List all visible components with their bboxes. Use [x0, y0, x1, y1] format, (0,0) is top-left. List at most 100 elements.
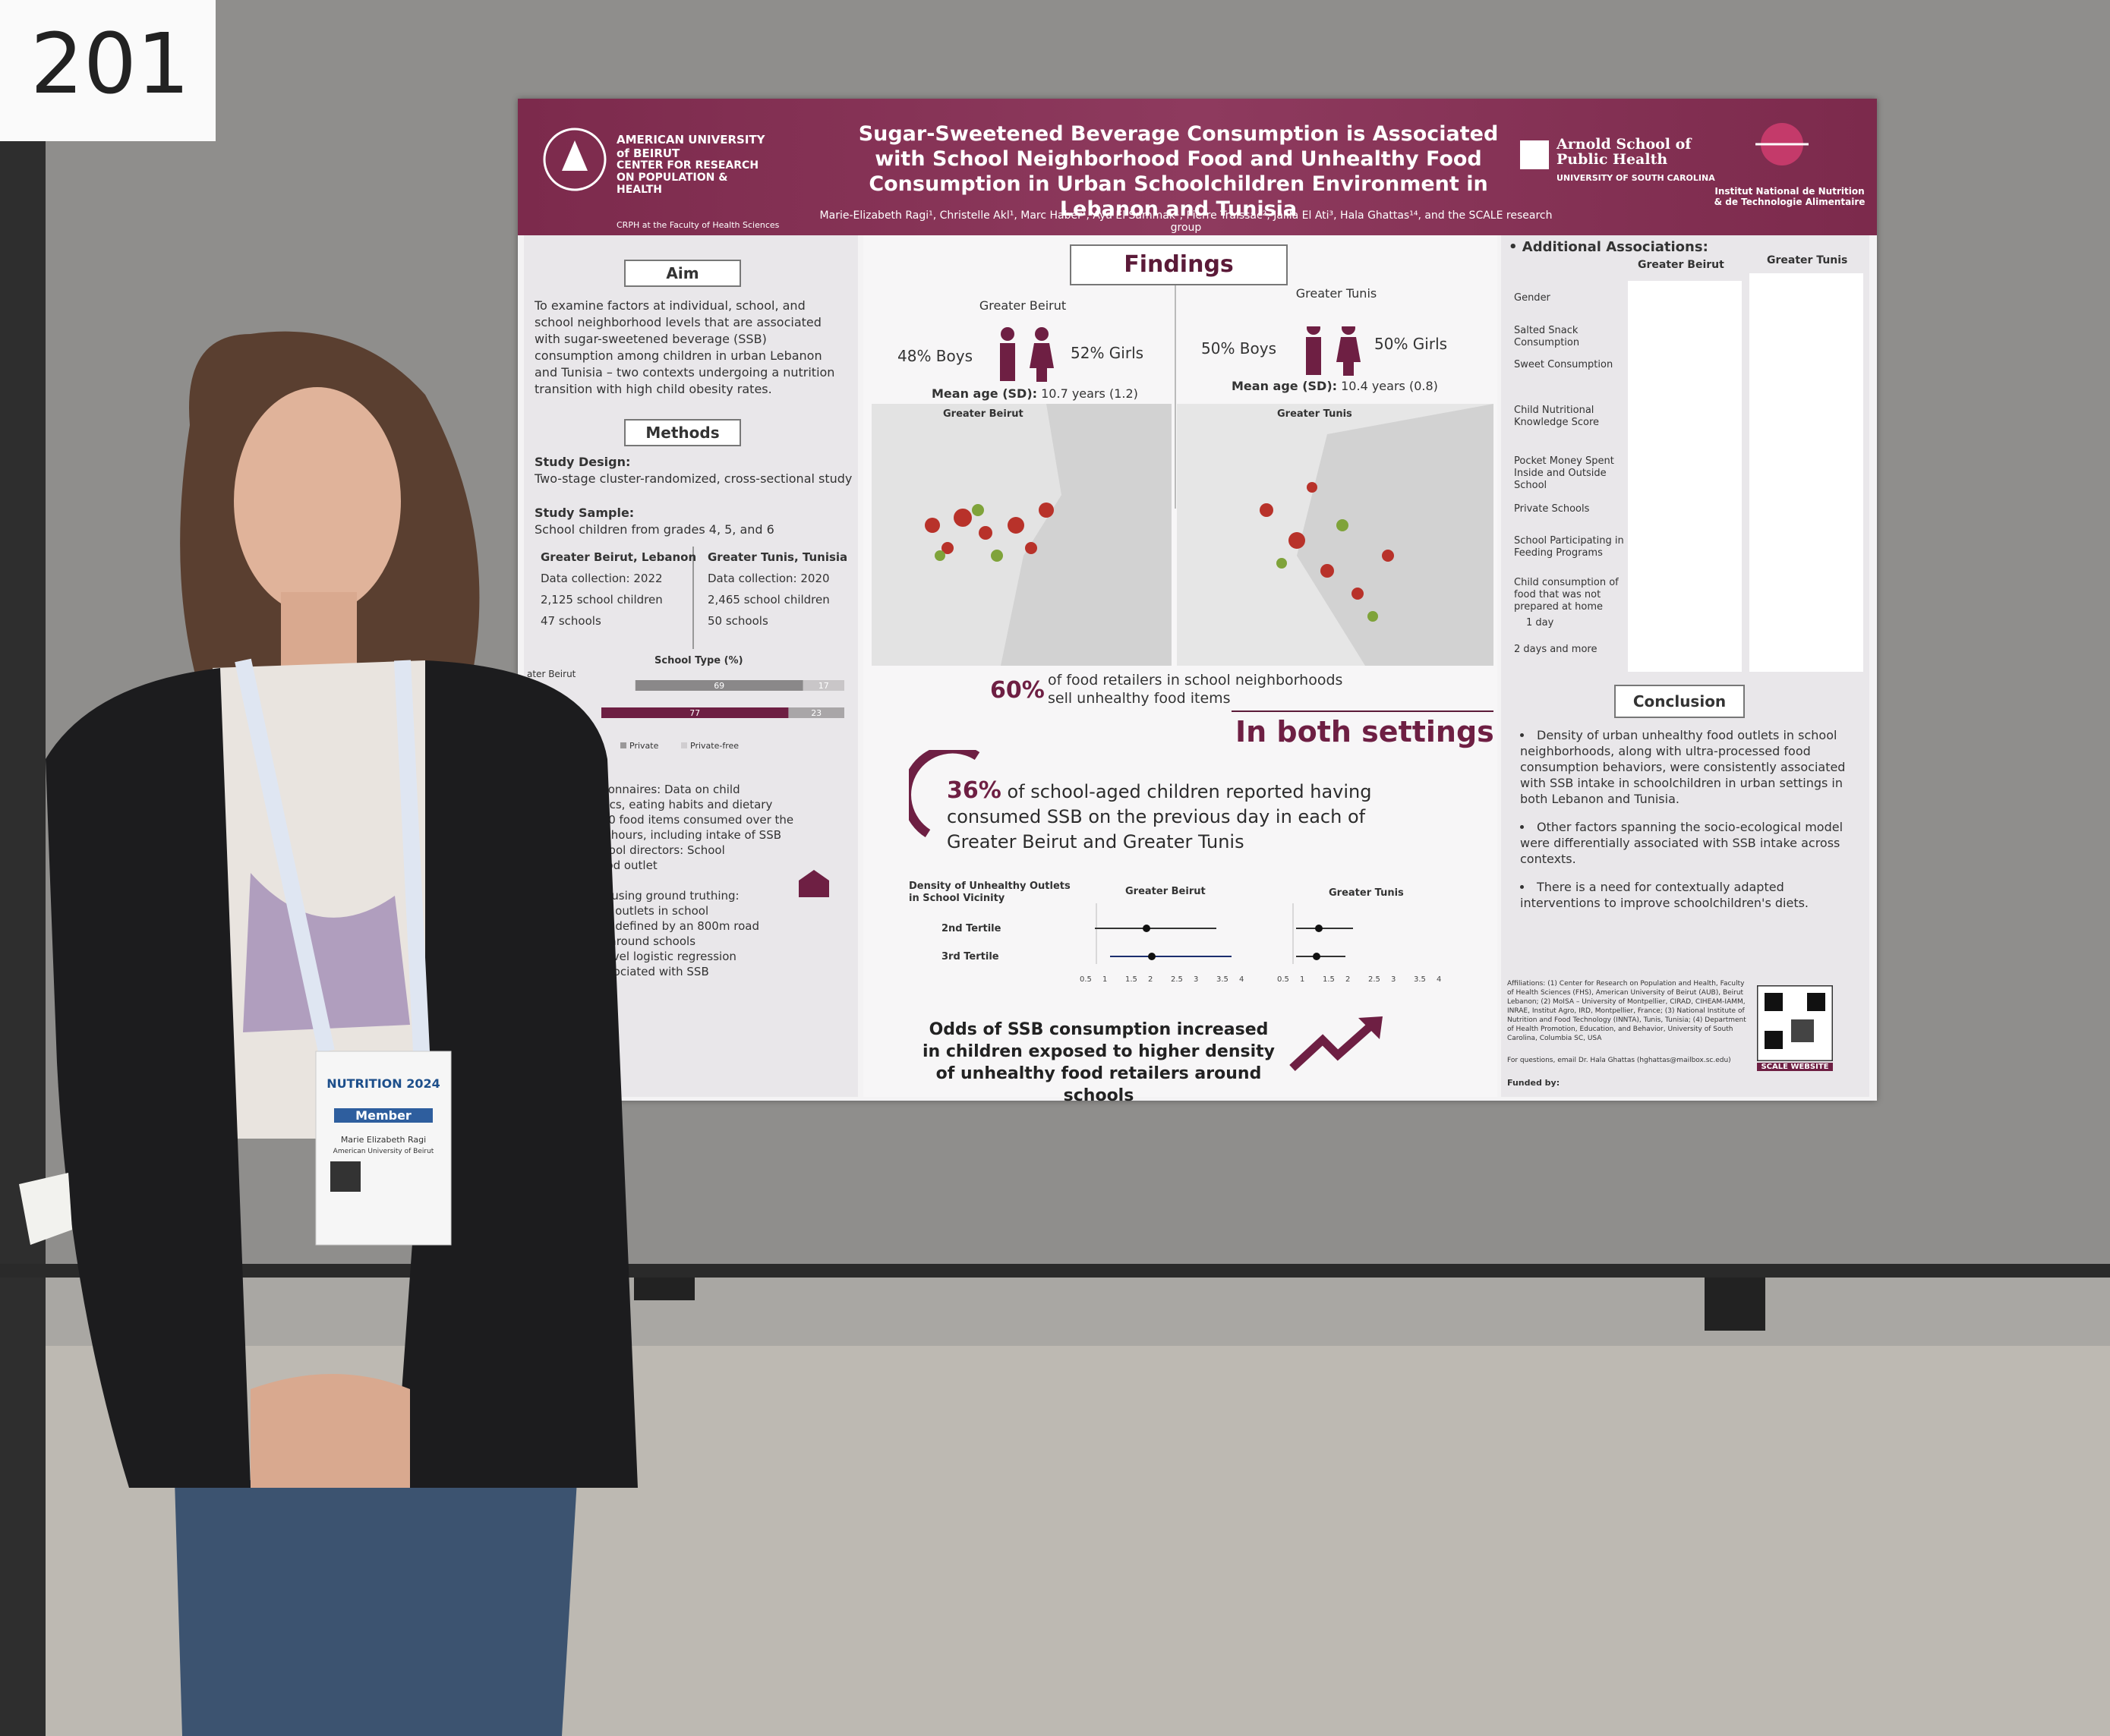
bar-value: 17 [818, 681, 829, 691]
association-row: School Participating in Feeding Programs [1514, 535, 1624, 559]
association-row: Salted Snack Consumption [1514, 325, 1580, 348]
tunis-name: Greater Tunis [1295, 286, 1377, 301]
axis-tick: 1 [1300, 975, 1305, 984]
association-row: Child consumption of food that was not p… [1514, 577, 1619, 613]
badge-org: American University of Beirut [333, 1148, 434, 1155]
association-row: Private Schools [1514, 503, 1590, 515]
aim-heading: Aim [624, 260, 741, 287]
divider [692, 547, 694, 649]
odds-text: Odds of SSB consumption increased in chi… [922, 1020, 1276, 1105]
axis-tick: 2 [1148, 975, 1153, 984]
top-print [243, 873, 410, 1032]
sample-label: Study Sample: [535, 506, 635, 520]
forest-row: 3rd Tertile [941, 951, 999, 963]
floor-shadow [46, 1278, 2110, 1346]
divider [1175, 281, 1176, 509]
plot-panel [1628, 281, 1742, 672]
forest-row: 2nd Tertile [941, 923, 1001, 934]
axis-tick: 3 [1194, 975, 1199, 984]
association-row: Sweet Consumption [1514, 359, 1613, 370]
map-title: Greater Beirut [943, 408, 1023, 420]
sample-line: 50 schools [708, 614, 768, 628]
conclusion-bullet: Density of urban unhealthy food outlets … [1505, 727, 1858, 807]
retail-text: of food retailers in school neighborhood… [1048, 672, 1343, 707]
beirut-name: Greater Beirut [979, 298, 1067, 313]
sign-number: 201 [30, 15, 190, 112]
institution: AMERICAN UNIVERSITY of BEIRUT [617, 133, 765, 160]
additional-heading: • Additional Associations: [1509, 239, 1708, 255]
ssb-text: of school-aged children reported having … [947, 781, 1372, 852]
association-row: Gender [1514, 292, 1550, 304]
people-icons [1000, 326, 1361, 382]
group-label: Greater Tunis [1767, 254, 1848, 266]
design-label: Study Design: [535, 455, 631, 469]
axis-tick: 4 [1437, 975, 1442, 984]
sample-text: School children from grades 4, 5, and 6 [535, 522, 774, 537]
partner-1: Arnold School of Public Health [1556, 136, 1692, 168]
methods-heading: Methods [624, 419, 741, 446]
axis-tick: 2.5 [1171, 975, 1183, 984]
panel-frame [0, 0, 46, 1736]
sign-card [0, 0, 216, 141]
axis-tick: 1 [1102, 975, 1108, 984]
conclusion-list: Density of urban unhealthy food outlets … [1505, 727, 1858, 923]
conclusion-bullet: There is a need for contextually adapted… [1505, 879, 1858, 911]
authors: Marie-Elizabeth Ragi¹, Christelle Akl¹, … [819, 210, 1553, 234]
axis-tick: 4 [1239, 975, 1244, 984]
sample-line: Data collection: 2022 [541, 572, 663, 585]
lanyard [235, 658, 335, 1054]
partner-1-sub: UNIVERSITY OF SOUTH CAROLINA [1556, 173, 1715, 183]
both-settings: In both settings [1235, 715, 1494, 748]
affiliations: Affiliations: (1) Center for Research on… [1507, 980, 1746, 1042]
beirut-girls: 52% Girls [1071, 344, 1144, 362]
forest-group: Greater Tunis [1329, 887, 1404, 899]
axis-tick: 1.5 [1323, 975, 1335, 984]
bar-value: 77 [689, 708, 700, 718]
sample-line: 2,125 school children [541, 593, 663, 606]
school-icon [799, 870, 829, 897]
partner-2: Institut National de Nutrition & de Tech… [1714, 186, 1866, 207]
beirut-boys: 48% Boys [897, 347, 973, 365]
hands [251, 1374, 410, 1488]
panel-stand [634, 1278, 695, 1300]
lanyard [394, 660, 430, 1052]
beirut-sample: Greater Beirut, Lebanon Data collection: … [541, 547, 696, 632]
qr-label: SCALE WEBSITE [1757, 1063, 1833, 1071]
tunis-sample: Greater Tunis, Tunisia Data collection: 2… [708, 547, 847, 632]
legend-swatch [681, 742, 687, 748]
sample-line: 2,465 school children [708, 593, 830, 606]
association-row: Child Nutritional Knowledge Score [1514, 405, 1600, 428]
forest-title: Density of Unhealthy Outlets in School V… [909, 881, 1071, 904]
axis-tick: 0.5 [1277, 975, 1289, 984]
innta-logo [1755, 123, 1809, 165]
axis-tick: 3 [1391, 975, 1396, 984]
forest-group: Greater Beirut [1125, 886, 1206, 897]
bar-segment [601, 707, 789, 718]
ssb-percent: 36% [947, 777, 1001, 804]
association-row: 2 days and more [1514, 644, 1597, 655]
poster: AMERICAN UNIVERSITY of BEIRUT CENTER FOR… [518, 99, 1877, 1105]
percent-arc [909, 750, 980, 838]
map-title: Greater Tunis [1277, 408, 1352, 420]
tunis-boys: 50% Boys [1201, 339, 1277, 358]
qr-code [1757, 985, 1833, 1061]
cup [19, 1173, 72, 1245]
badge-name: Marie Elizabeth Ragi [340, 1135, 427, 1145]
research-center: CENTER FOR RESEARCH ON POPULATION & HEAL… [617, 159, 759, 196]
tunis-age: 10.4 years (0.8) [1341, 379, 1438, 393]
maps [872, 404, 1493, 666]
axis-tick: 0.5 [1080, 975, 1092, 984]
panel-stand [1705, 1278, 1765, 1331]
bar-segment [635, 680, 803, 691]
badge [315, 1051, 452, 1246]
middle-column [863, 235, 1497, 1097]
badge-role: Member [334, 1108, 433, 1123]
neck [281, 592, 357, 668]
school-type-title: School Type (%) [654, 655, 743, 666]
legend-swatch [620, 742, 626, 748]
face [234, 387, 401, 615]
trend-arrow [1289, 1016, 1383, 1072]
sample-line: Greater Beirut, Lebanon [541, 550, 697, 564]
